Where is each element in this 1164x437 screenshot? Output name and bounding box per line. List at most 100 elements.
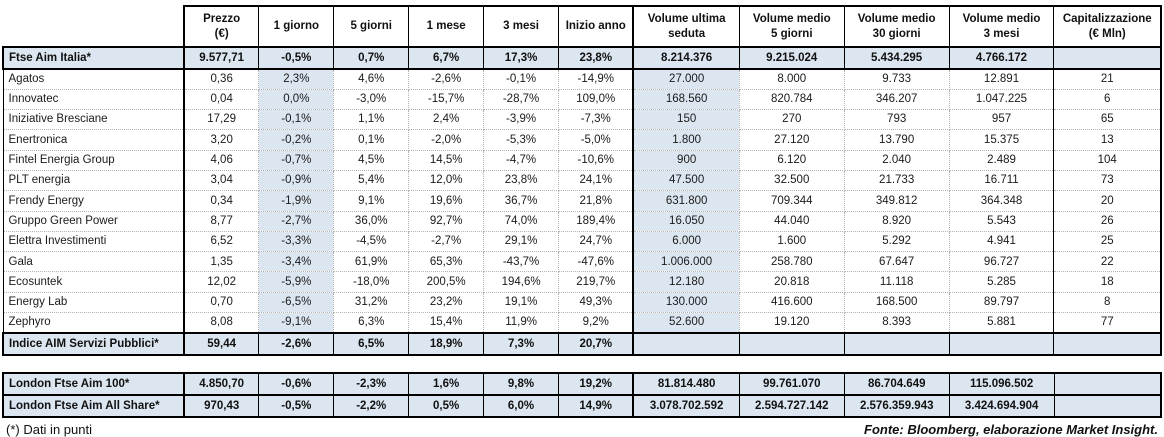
row-label-cell: PLT energia bbox=[2, 170, 185, 192]
value-cell: -2,7% bbox=[258, 211, 335, 232]
value-cell: 6 bbox=[1053, 89, 1163, 111]
value-cell: 12,0% bbox=[408, 170, 485, 192]
value-cell: -1,9% bbox=[258, 190, 335, 212]
value-cell: -0,5% bbox=[258, 46, 335, 70]
row-label-cell: Energy Lab bbox=[2, 292, 185, 314]
value-cell: 6.120 bbox=[739, 150, 845, 171]
value-cell: 3.078.702.592 bbox=[632, 394, 740, 418]
value-cell: 61,9% bbox=[333, 251, 410, 273]
value-cell: -4,7% bbox=[483, 150, 560, 171]
value-cell: 709.344 bbox=[739, 190, 845, 212]
value-cell: 29,1% bbox=[483, 231, 560, 253]
value-cell: 0,5% bbox=[408, 394, 485, 418]
table-row: Zephyro 8,08 -9,1% 6,3% 15,4% 11,9% 9,2% 52.600… bbox=[2, 312, 1163, 334]
value-cell: 5.292 bbox=[844, 231, 950, 253]
value-cell: 364.348 bbox=[949, 190, 1055, 212]
value-cell: -47,6% bbox=[558, 251, 635, 273]
value-cell: 86.704.649 bbox=[843, 371, 950, 396]
value-cell: 6,0% bbox=[483, 394, 559, 418]
value-cell: 13 bbox=[1053, 129, 1163, 151]
value-cell: 19,2% bbox=[557, 371, 635, 396]
value-cell: 2.489 bbox=[949, 150, 1055, 171]
value-cell: 6,3% bbox=[333, 312, 410, 334]
value-cell: 9.215.024 bbox=[738, 46, 845, 70]
value-cell: -18,0% bbox=[333, 271, 410, 293]
column-header: 5 giorni bbox=[333, 5, 410, 48]
value-cell: -28,7% bbox=[483, 89, 560, 111]
row-label-cell: London Ftse Aim All Share* bbox=[2, 394, 185, 418]
value-cell: 5.543 bbox=[949, 211, 1055, 232]
value-cell: 23,8% bbox=[483, 170, 560, 192]
value-cell: -0,1% bbox=[258, 109, 335, 131]
value-cell: 2,3% bbox=[258, 69, 335, 90]
london-index-row: London Ftse Aim All Share* 970,43 -0,5% -2,… bbox=[2, 394, 1162, 418]
column-header: Volume medio 5 giorni bbox=[738, 5, 845, 48]
row-label-cell: Iniziative Bresciane bbox=[2, 109, 185, 131]
value-cell: 9,1% bbox=[333, 190, 410, 212]
value-cell: 67.647 bbox=[844, 251, 950, 273]
table-row: Enertronica 3,20 -0,2% 0,1% -2,0% -5,3% -5,0% 1… bbox=[2, 129, 1163, 151]
value-cell: -2,6% bbox=[258, 331, 335, 356]
value-cell: 2.040 bbox=[844, 150, 950, 171]
value-cell: 189,4% bbox=[558, 211, 635, 232]
value-cell: 11,9% bbox=[483, 312, 560, 334]
value-cell: -9,1% bbox=[258, 312, 335, 334]
column-header: Inizio anno bbox=[558, 5, 635, 48]
value-cell: 18 bbox=[1053, 271, 1163, 293]
value-cell: 8,08 bbox=[183, 312, 260, 334]
footnote: (*) Dati in punti bbox=[6, 421, 92, 437]
value-cell: -3,3% bbox=[258, 231, 335, 253]
value-cell: 74,0% bbox=[483, 211, 560, 232]
value-cell: 52.600 bbox=[633, 312, 740, 334]
row-label-cell: Fintel Energia Group bbox=[2, 150, 185, 171]
value-cell bbox=[843, 331, 950, 356]
value-cell: 9,8% bbox=[483, 371, 559, 396]
column-header-row: Prezzo (€) 1 giorno 5 giorni 1 mese 3 mesi In… bbox=[3, 5, 1163, 48]
london-index-row: London Ftse Aim 100* 4.850,70 -0,6% -2,3% 1,… bbox=[2, 371, 1162, 396]
value-cell: -7,3% bbox=[558, 109, 635, 131]
value-cell: 15.375 bbox=[949, 129, 1055, 151]
value-cell: 36,0% bbox=[333, 211, 410, 232]
value-cell bbox=[632, 331, 740, 356]
column-header: Volume ultima seduta bbox=[632, 5, 740, 48]
row-label-cell: London Ftse Aim 100* bbox=[2, 371, 185, 396]
value-cell: 65 bbox=[1053, 109, 1163, 131]
value-cell: 99.761.070 bbox=[738, 371, 845, 396]
value-cell: 6,7% bbox=[408, 46, 485, 70]
value-cell: -43,7% bbox=[483, 251, 560, 273]
value-cell: -3,9% bbox=[483, 109, 560, 131]
value-cell: 59,44 bbox=[183, 331, 260, 356]
aim-italia-table: Prezzo (€) 1 giorno 5 giorni 1 mese 3 mesi In… bbox=[2, 5, 1163, 356]
value-cell: 16.050 bbox=[633, 211, 740, 232]
index-summary-row: Indice AIM Servizi Pubblici* 59,44 -2,6% 6,… bbox=[2, 331, 1163, 356]
value-cell: 19,6% bbox=[408, 190, 485, 212]
value-cell: 17,3% bbox=[483, 46, 560, 70]
value-cell: 36,7% bbox=[483, 190, 560, 212]
table-row: Gruppo Green Power 8,77 -2,7% 36,0% 92,7% 74,… bbox=[2, 211, 1163, 232]
column-header: 3 mesi bbox=[483, 5, 560, 48]
value-cell: 2.594.727.142 bbox=[738, 394, 845, 418]
value-cell: 96.727 bbox=[949, 251, 1055, 273]
value-cell: 9.577,71 bbox=[183, 46, 260, 70]
table-row: Ecosuntek 12,02 -5,9% -18,0% 200,5% 194,6% 219… bbox=[2, 271, 1163, 293]
index-summary-row: Ftse Aim Italia* 9.577,71 -0,5% 0,7% 6,7% 17,… bbox=[2, 46, 1163, 70]
value-cell: 27.120 bbox=[739, 129, 845, 151]
value-cell: 3,04 bbox=[183, 170, 260, 192]
row-label-cell: Ftse Aim Italia* bbox=[2, 46, 185, 70]
value-cell: 21 bbox=[1053, 69, 1163, 90]
value-cell: -0,1% bbox=[483, 69, 560, 90]
column-header: Prezzo (€) bbox=[182, 5, 260, 48]
table-row: Innovatec 0,04 0,0% -3,0% -15,7% -28,7% 109,0%… bbox=[2, 89, 1163, 111]
value-cell: 5,4% bbox=[333, 170, 410, 192]
value-cell: -2,2% bbox=[333, 394, 410, 418]
value-cell: 1.006.000 bbox=[633, 251, 740, 273]
value-cell: 32.500 bbox=[739, 170, 845, 192]
value-cell: 1.600 bbox=[739, 231, 845, 253]
value-cell: 5.881 bbox=[949, 312, 1055, 334]
value-cell: 0,04 bbox=[183, 89, 260, 111]
value-cell: 9,2% bbox=[558, 312, 635, 334]
value-cell: 349.812 bbox=[844, 190, 950, 212]
value-cell: 20 bbox=[1053, 190, 1163, 212]
value-cell: 8.393 bbox=[844, 312, 950, 334]
value-cell: 8,77 bbox=[183, 211, 260, 232]
